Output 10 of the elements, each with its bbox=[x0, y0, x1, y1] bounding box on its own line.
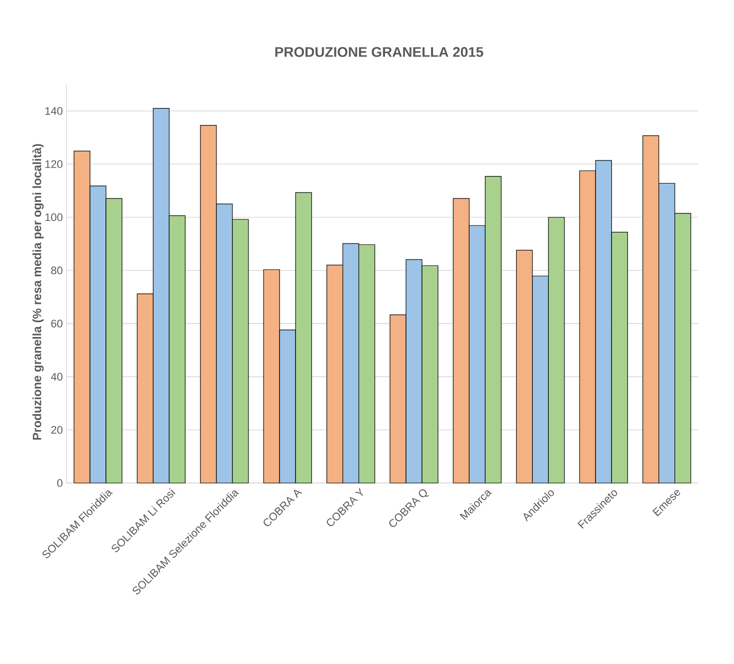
y-tick-label: 100 bbox=[45, 213, 62, 222]
chart-title: PRODUZIONE GRANELLA 2015 bbox=[275, 47, 484, 57]
y-tick-label: 40 bbox=[50, 372, 62, 381]
y-tick-label: 20 bbox=[51, 426, 62, 434]
y-tick-label: 80 bbox=[51, 266, 62, 274]
y-tick-label: 60 bbox=[51, 320, 62, 328]
y-tick-label: 120 bbox=[45, 160, 62, 168]
y-axis-title: Produzione granella (% resa media per ogni località) bbox=[32, 144, 44, 440]
y-tick-label: 0 bbox=[57, 479, 62, 487]
y-tick-label: 140 bbox=[45, 107, 62, 115]
